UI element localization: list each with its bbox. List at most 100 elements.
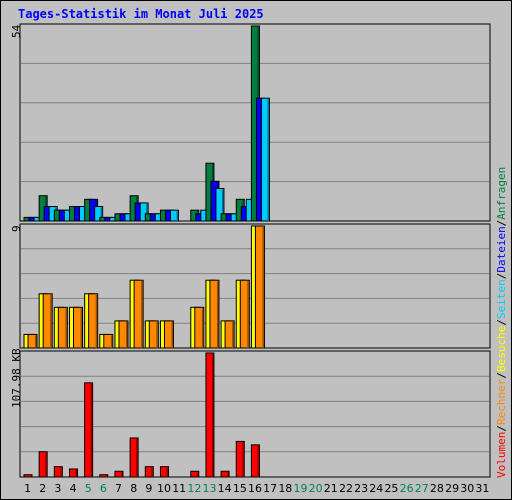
day-label-27: 27: [415, 482, 429, 495]
day-label-6: 6: [100, 482, 107, 495]
day-label-18: 18: [278, 482, 292, 495]
bar-shade-rechner-day-4: [80, 308, 82, 348]
bar-rechner-day-14: [224, 320, 235, 349]
bar-seiten-day-10: [169, 209, 179, 222]
day-label-1: 1: [24, 482, 31, 495]
bar-shade-seiten-day-10: [176, 211, 178, 221]
bar-rechner-day-7: [118, 320, 129, 349]
bar-shade-volumen-day-9: [151, 467, 153, 477]
bar-shade-rechner-day-5: [95, 294, 98, 348]
bar-volumen-day-5: [84, 382, 94, 478]
bar-seiten-day-16: [260, 97, 270, 222]
bar-volumen-day-7: [114, 470, 124, 478]
bar-seiten-day-5: [94, 206, 104, 222]
bar-seiten-day-8: [139, 202, 149, 222]
bar-rechner-day-4: [72, 306, 83, 349]
bar-shade-volumen-day-5: [90, 383, 93, 477]
bar-shade-rechner-day-10: [171, 321, 173, 348]
bar-rechner-day-9: [148, 320, 159, 349]
bar-shade-volumen-day-16: [257, 445, 259, 477]
day-label-20: 20: [309, 482, 323, 495]
bar-rechner-day-12: [194, 306, 205, 349]
day-label-10: 10: [157, 482, 171, 495]
bar-shade-volumen-day-3: [60, 467, 62, 477]
bar-shade-volumen-day-14: [227, 472, 229, 477]
day-label-8: 8: [130, 482, 137, 495]
day-label-29: 29: [445, 482, 459, 495]
bar-shade-rechner-day-15: [247, 281, 249, 348]
bar-shade-rechner-day-8: [141, 281, 143, 348]
bar-shade-volumen-day-2: [45, 452, 47, 477]
day-label-24: 24: [369, 482, 383, 495]
bar-shade-rechner-day-7: [125, 321, 128, 348]
bar-volumen-day-8: [129, 437, 139, 478]
day-label-2: 2: [39, 482, 46, 495]
day-label-16: 16: [248, 482, 262, 495]
bar-shade-volumen-day-10: [166, 467, 168, 477]
bar-shade-rechner-day-16: [262, 227, 264, 348]
bar-shade-seiten-day-5: [100, 207, 103, 221]
bar-volumen-day-6: [99, 474, 109, 478]
bar-volumen-day-9: [144, 466, 154, 478]
day-label-26: 26: [400, 482, 414, 495]
day-label-30: 30: [460, 482, 474, 495]
day-label-12: 12: [187, 482, 201, 495]
bar-rechner-day-3: [57, 306, 68, 349]
bar-rechner-day-13: [209, 279, 220, 349]
bar-rechner-day-16: [254, 225, 265, 349]
day-label-3: 3: [54, 482, 61, 495]
bar-shade-seiten-day-8: [146, 203, 148, 221]
bar-shade-seiten-day-13: [221, 189, 224, 221]
bar-volumen-day-10: [159, 466, 169, 478]
bar-shade-volumen-day-8: [136, 438, 138, 477]
day-label-19: 19: [293, 482, 307, 495]
bar-rechner-day-10: [163, 320, 174, 349]
bar-shade-rechner-day-12: [201, 308, 204, 348]
bar-volumen-day-14: [220, 470, 230, 478]
bar-shade-rechner-day-6: [110, 335, 113, 348]
day-label-17: 17: [263, 482, 277, 495]
day-label-31: 31: [475, 482, 489, 495]
day-label-4: 4: [70, 482, 77, 495]
bar-volumen-day-13: [205, 352, 215, 478]
bar-rechner-day-5: [88, 293, 99, 349]
day-label-5: 5: [85, 482, 92, 495]
bar-volumen-day-15: [235, 440, 245, 478]
bar-shade-volumen-day-12: [196, 472, 199, 477]
day-label-9: 9: [145, 482, 152, 495]
bar-volumen-day-3: [53, 466, 63, 478]
bar-rechner-day-1: [27, 333, 38, 349]
day-label-11: 11: [172, 482, 186, 495]
day-label-25: 25: [384, 482, 398, 495]
day-label-23: 23: [354, 482, 368, 495]
bar-rechner-day-15: [239, 279, 250, 349]
bar-shade-volumen-day-7: [120, 472, 123, 477]
bar-volumen-day-2: [38, 451, 48, 478]
bar-shade-rechner-day-1: [35, 335, 37, 348]
bar-seiten-day-13: [215, 188, 225, 222]
chart-title: Tages-Statistik im Monat Juli 2025: [18, 7, 264, 21]
bar-shade-rechner-day-13: [216, 281, 219, 348]
bar-shade-rechner-day-9: [156, 321, 158, 348]
bar-shade-volumen-day-1: [30, 475, 32, 477]
bar-volumen-day-1: [23, 474, 33, 478]
day-label-14: 14: [218, 482, 232, 495]
day-label-13: 13: [203, 482, 217, 495]
bar-rechner-day-8: [133, 279, 144, 349]
bar-shade-volumen-day-13: [211, 353, 214, 477]
bar-shade-rechner-day-2: [50, 294, 52, 348]
bar-rechner-day-2: [42, 293, 53, 349]
day-label-21: 21: [324, 482, 338, 495]
bar-volumen-day-4: [68, 468, 78, 478]
bar-shade-volumen-day-15: [242, 442, 244, 477]
bar-shade-volumen-day-6: [105, 475, 108, 477]
day-label-28: 28: [430, 482, 444, 495]
bar-shade-volumen-day-4: [75, 469, 77, 477]
bar-volumen-day-12: [190, 470, 200, 478]
bar-volumen-day-16: [250, 444, 260, 478]
day-label-7: 7: [115, 482, 122, 495]
bar-rechner-day-6: [103, 333, 114, 349]
day-label-22: 22: [339, 482, 353, 495]
bar-shade-rechner-day-14: [232, 321, 234, 348]
